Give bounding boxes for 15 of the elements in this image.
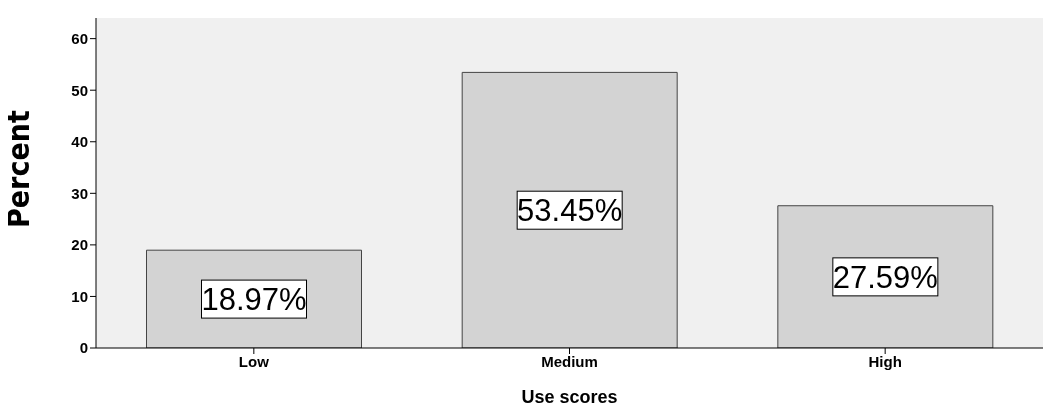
data-label: 27.59% [832,259,938,295]
y-tick-label: 40 [71,133,88,151]
data-label: 53.45% [517,193,623,229]
y-tick-label: 50 [71,81,88,99]
y-tick-label: 0 [79,339,88,357]
y-tick-label: 20 [71,236,88,254]
y-tick-label: 30 [71,184,88,202]
x-tick-label: Low [238,352,270,370]
data-label: 18.97% [201,282,307,318]
bar [461,71,678,348]
y-tick-label: 60 [71,29,88,47]
y-tick-label: 10 [71,287,88,305]
x-tick-label: High [868,352,902,370]
x-tick-label: Medium [541,352,598,370]
x-axis-title: Use scores [521,387,618,407]
